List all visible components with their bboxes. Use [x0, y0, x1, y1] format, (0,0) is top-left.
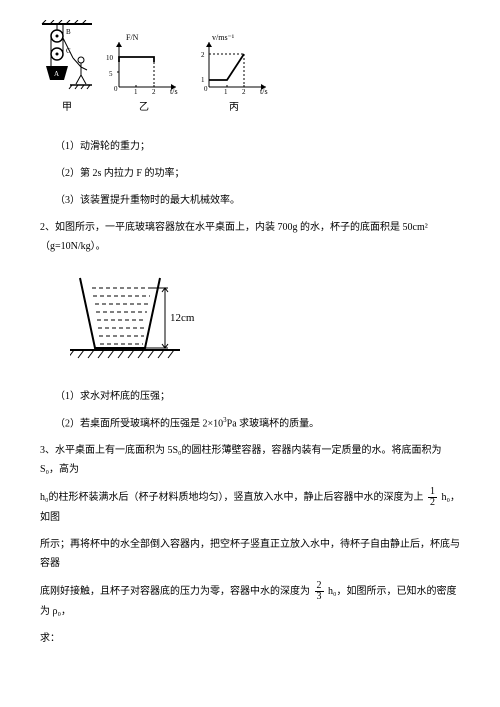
svg-text:B: B: [66, 28, 71, 36]
figure-jia-label: 甲: [62, 98, 72, 117]
svg-text:2: 2: [152, 88, 156, 96]
svg-text:A: A: [54, 70, 59, 78]
q3-e: 底刚好接触，且杯子对容器底的压力为零，容器中水的深度为: [40, 586, 313, 597]
figure-bing-label: 丙: [229, 98, 239, 117]
ft-graph: F/N 0 1 2 t/s 5 10: [104, 32, 184, 96]
q2-part2: （2）若桌面所受玻璃杯的压强是 2×103Pa 求玻璃杯的质量。: [40, 414, 460, 433]
figure-jia: B C A 甲: [40, 20, 94, 117]
q2-p2-a: （2）若桌面所受玻璃杯的压强是 2×10: [55, 418, 223, 429]
svg-text:t/s: t/s: [170, 87, 178, 96]
q3-line5: 求：: [40, 629, 460, 648]
svg-text:2: 2: [242, 88, 246, 96]
q1-part1: （1）动滑轮的重力；: [40, 137, 460, 156]
yi-ylabel: F/N: [126, 33, 139, 42]
q3-a: 3、水平桌面上有一底面积为 5S₀的圆柱形薄壁容器，容器内装有一定质量的水。将底…: [40, 445, 442, 475]
svg-text:0: 0: [114, 85, 118, 93]
q2-part1: （1）求水对杯底的压强；: [40, 387, 460, 406]
q1-parts: （1）动滑轮的重力； （2）第 2s 内拉力 F 的功率； （3）该装置提升重物…: [40, 137, 460, 210]
q3-line2: h₀的柱形杯装满水后（杯子材料质地均匀），竖直放入水中，静止后容器中水的深度为上…: [40, 487, 460, 527]
svg-text:1: 1: [201, 76, 205, 84]
bing-ylabel: v/ms⁻¹: [212, 33, 235, 42]
q3-line4: 底刚好接触，且杯子对容器底的压力为零，容器中水的深度为 23 h₀，如图所示，已…: [40, 581, 460, 621]
svg-text:5: 5: [109, 70, 113, 78]
q3-frac1: 12: [428, 487, 437, 508]
vt-graph: v/ms⁻¹ 0 1 2 t/s 1 2: [194, 32, 274, 96]
q1-part2: （2）第 2s 内拉力 F 的功率；: [40, 164, 460, 183]
q3-frac2: 23: [315, 581, 324, 602]
svg-text:10: 10: [106, 54, 114, 62]
figure-row: B C A 甲: [40, 20, 460, 117]
q3-line1: 3、水平桌面上有一底面积为 5S₀的圆柱形薄壁容器，容器内装有一定质量的水。将底…: [40, 441, 460, 479]
figure-yi-label: 乙: [139, 98, 149, 117]
svg-text:1: 1: [224, 88, 228, 96]
svg-text:2: 2: [201, 51, 205, 59]
q2-lead: 2、如图所示，一平底玻璃容器放在水平桌面上，内装 700g 的水，杯子的底面积是…: [40, 218, 460, 256]
svg-text:t/s: t/s: [260, 87, 268, 96]
svg-text:1: 1: [134, 88, 138, 96]
cup-height-label: 12cm: [170, 312, 195, 324]
figure-bing: v/ms⁻¹ 0 1 2 t/s 1 2 丙: [194, 32, 274, 117]
cup-figure: 12cm: [70, 268, 460, 375]
q2-p2-b: Pa 求玻璃杯的质量。: [227, 418, 320, 429]
cup-svg: 12cm: [70, 268, 210, 368]
pulley-sketch: B C A: [40, 20, 94, 96]
q3-line3: 所示；再将杯中的水全部倒入容器内，把空杯子竖直正立放入水中，待杯子自由静止后，杯…: [40, 535, 460, 573]
q1-part3: （3）该装置提升重物时的最大机械效率。: [40, 191, 460, 210]
figure-yi: F/N 0 1 2 t/s 5 10 乙: [104, 32, 184, 117]
svg-text:0: 0: [204, 85, 208, 93]
q3-b: h₀的柱形杯装满水后（杯子材料质地均匀），竖直放入水中，静止后容器中水的深度为上: [40, 492, 424, 503]
